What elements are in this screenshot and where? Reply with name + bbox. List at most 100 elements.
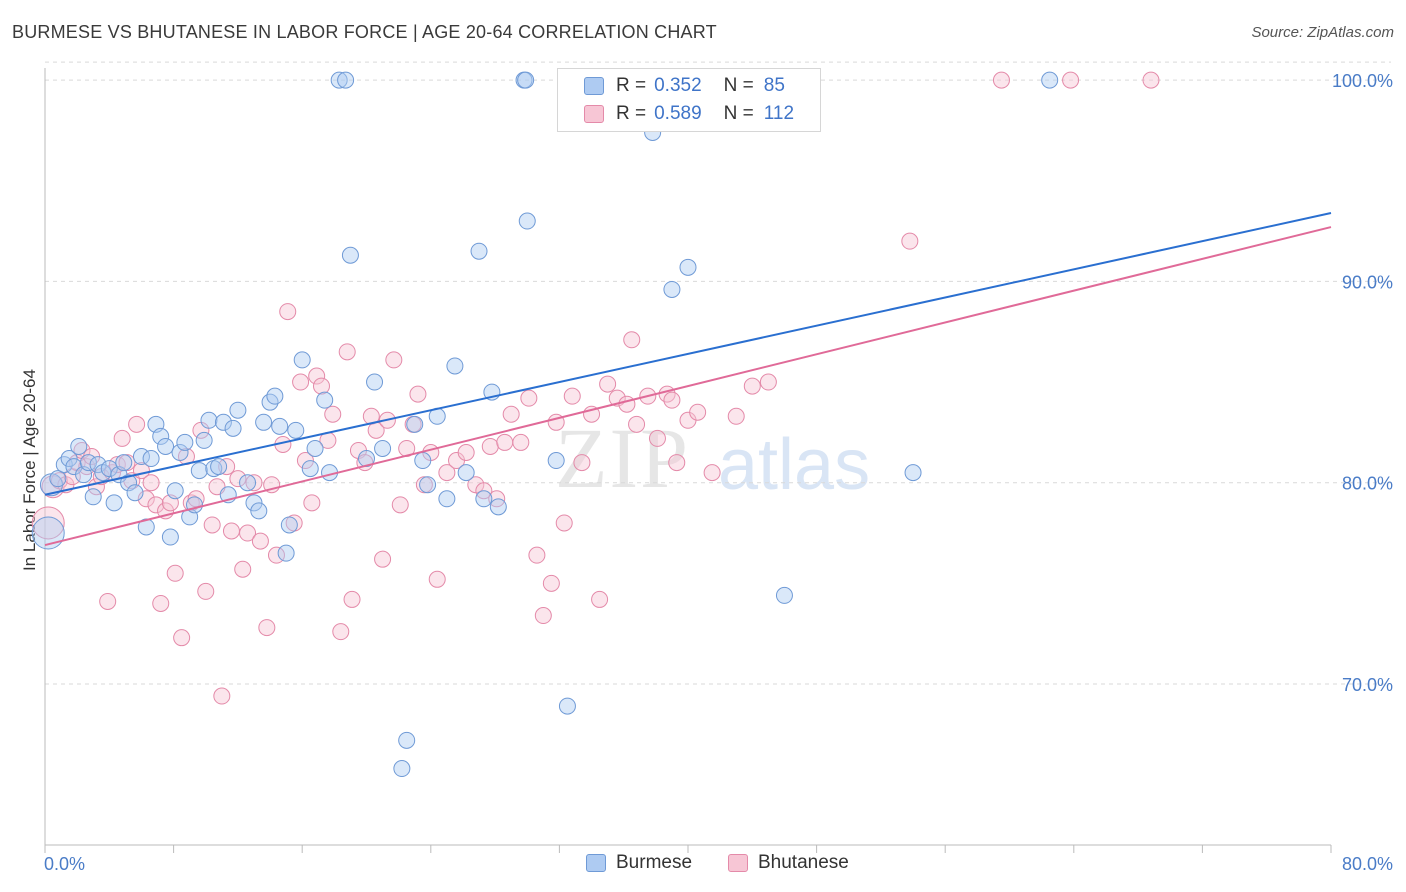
burmese-point [266, 387, 284, 405]
burmese-point [142, 450, 160, 468]
burmese-point [547, 452, 565, 470]
bhutanese-point [428, 570, 446, 588]
bhutanese-point [147, 496, 165, 514]
bhutanese-swatch [728, 854, 748, 872]
burmese-point [161, 528, 179, 546]
burmese-point [31, 516, 65, 550]
bottom-legend-bhutanese-label: Bhutanese [758, 852, 849, 873]
burmese-point [287, 421, 305, 439]
bhutanese-point [258, 619, 276, 637]
bhutanese-point [296, 452, 314, 470]
bhutanese-point [343, 590, 361, 608]
x-tick-label: 80.0% [1342, 854, 1393, 874]
burmese-point [239, 474, 257, 492]
bhutanese-point [663, 391, 681, 409]
burmese-point [277, 544, 295, 562]
burmese-point [438, 490, 456, 508]
bhutanese-point [222, 522, 240, 540]
watermark-zip: ZIP [555, 410, 690, 506]
burmese-point [70, 437, 88, 455]
legend-n-label: N = [723, 103, 754, 124]
burmese-point [475, 490, 493, 508]
y-tick-label: 90.0% [1342, 272, 1393, 292]
burmese-swatch [584, 77, 604, 95]
bhutanese-point [502, 405, 520, 423]
bhutanese-point [99, 592, 117, 610]
burmese-point [457, 464, 475, 482]
burmese-point [398, 731, 416, 749]
bhutanese-point [563, 387, 581, 405]
legend-r-value: 0.352 [654, 75, 702, 96]
burmese-point [301, 460, 319, 478]
bhutanese-point [374, 550, 392, 568]
burmese-point [171, 444, 189, 461]
bhutanese-point [992, 71, 1010, 89]
burmese-point [558, 697, 576, 715]
burmese-point [517, 71, 535, 89]
burmese-point [316, 391, 334, 409]
burmese-point [157, 437, 175, 455]
bhutanese-point [623, 331, 641, 349]
burmese-point [271, 417, 289, 435]
bhutanese-point [152, 594, 170, 612]
burmese-point [489, 498, 507, 516]
bhutanese-point [234, 560, 252, 578]
burmese-trendline [44, 211, 1332, 496]
bhutanese-point [303, 494, 321, 512]
legend-row-bhutanese: R = 0.589 N = 112 [584, 101, 794, 127]
burmese-point [280, 516, 298, 534]
burmese-point [126, 484, 144, 502]
burmese-point [100, 460, 118, 478]
burmese-point [137, 518, 155, 536]
burmese-point [446, 357, 464, 375]
bhutanese-point [1062, 71, 1080, 89]
bhutanese-point [324, 405, 342, 423]
bhutanese-point [599, 375, 617, 393]
burmese-point [337, 71, 355, 89]
bottom-legend-burmese-label: Burmese [616, 852, 693, 873]
bhutanese-point [481, 437, 499, 455]
burmese-point [341, 246, 359, 264]
burmese-point [419, 476, 437, 494]
burmese-point [470, 242, 488, 260]
burmese-point [245, 494, 263, 512]
chart-source: Source: ZipAtlas.com [1251, 24, 1394, 41]
bhutanese-point [1142, 71, 1160, 89]
burmese-point [518, 212, 536, 230]
burmese-point [250, 502, 268, 520]
burmese-point [200, 411, 218, 429]
burmese-point [214, 413, 232, 431]
legend-r-label: R = [616, 75, 647, 96]
bhutanese-point [438, 464, 456, 482]
bhutanese-point [573, 454, 591, 472]
burmese-point [366, 373, 384, 391]
bhutanese-point [385, 351, 403, 369]
burmese-point [84, 488, 102, 506]
bhutanese-point [591, 590, 609, 608]
bhutanese-point [759, 373, 777, 391]
burmese-point [166, 482, 184, 500]
burmese-point [60, 450, 78, 468]
burmese-point [210, 458, 228, 476]
legend-n-value: 85 [763, 75, 785, 96]
legend-row-burmese: R = 0.352 N = 85 [584, 73, 785, 99]
bhutanese-point [528, 546, 546, 564]
burmese-swatch [586, 854, 606, 872]
burmese-point [120, 474, 138, 492]
burmese-point [293, 351, 311, 369]
bhutanese-point [308, 367, 326, 385]
bhutanese-point [743, 377, 761, 395]
burmese-point [105, 494, 123, 512]
watermark-atlas: atlas [718, 425, 871, 505]
burmese-point [775, 586, 793, 604]
bhutanese-point [901, 232, 919, 250]
burmese-point [663, 280, 681, 298]
bhutanese-point [279, 303, 297, 321]
bhutanese-point [229, 470, 247, 488]
burmese-point [330, 71, 348, 89]
bhutanese-point [409, 385, 427, 403]
burmese-point [1041, 71, 1059, 89]
bhutanese-point [203, 516, 221, 534]
bhutanese-point [648, 429, 666, 447]
